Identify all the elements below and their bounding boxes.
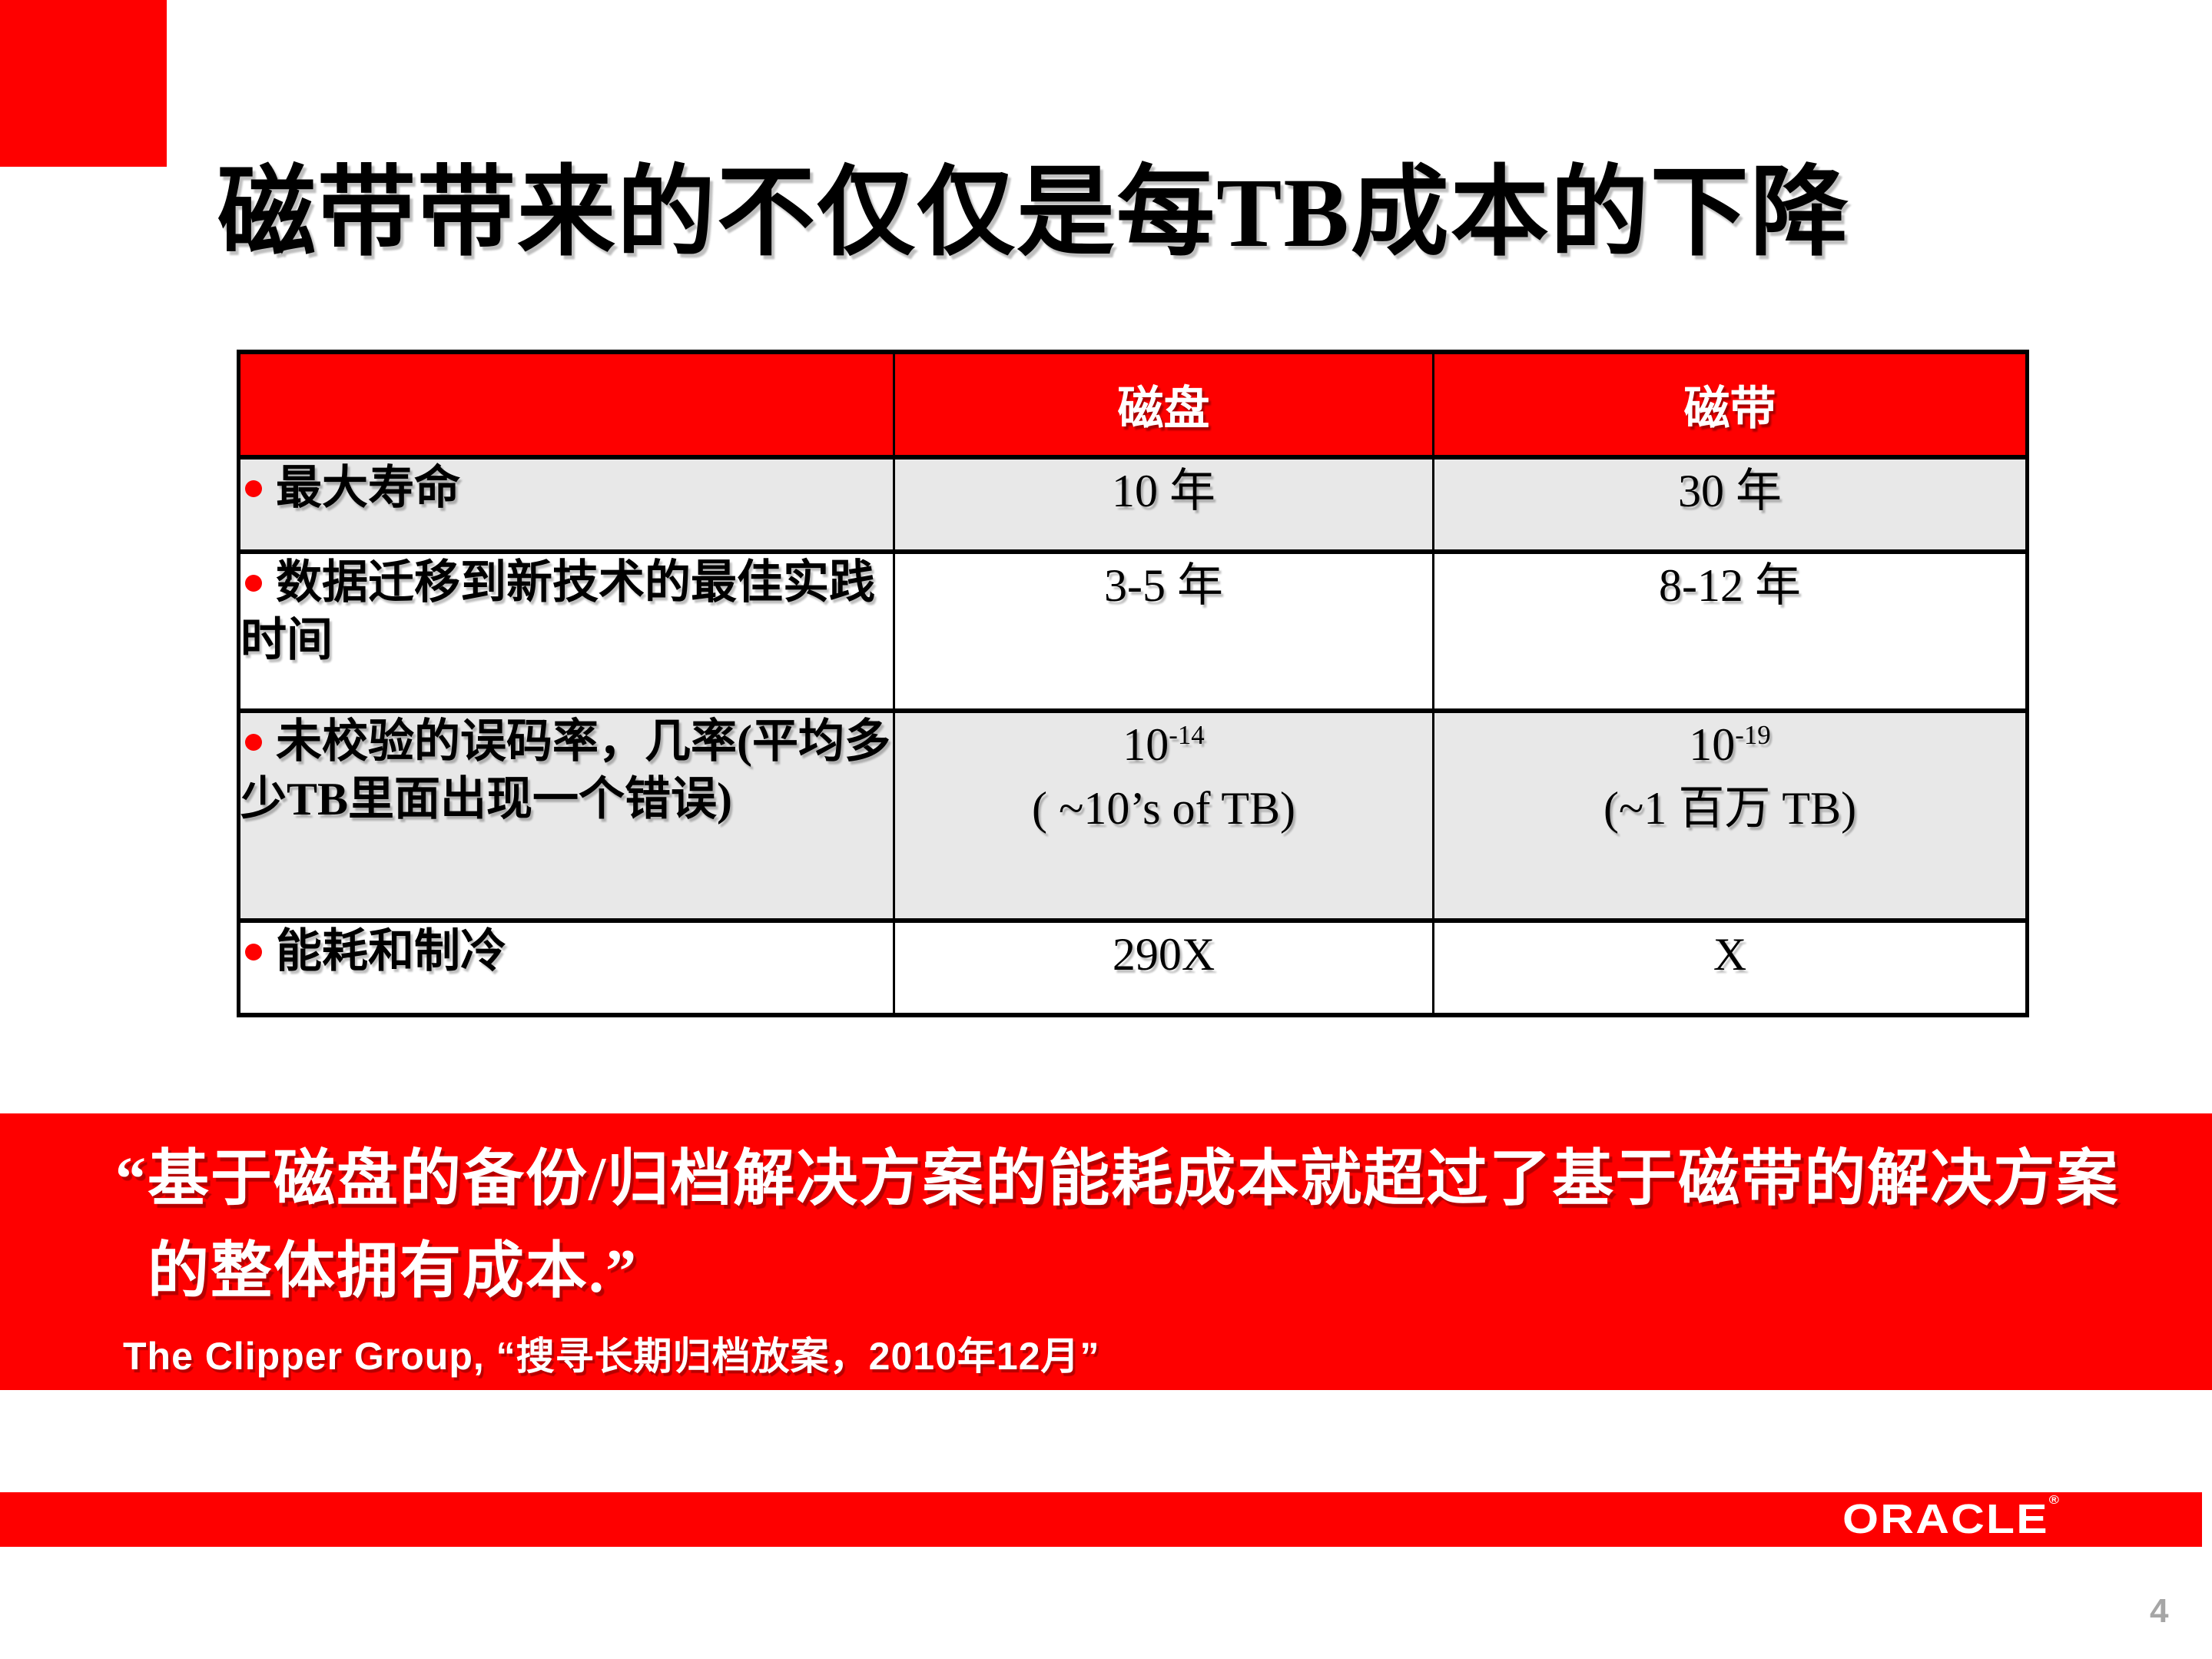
bullet-icon (245, 944, 262, 961)
table-row: 能耗和制冷 290X X (237, 918, 2028, 1017)
tape-ber-exponent: -19 (1735, 720, 1771, 750)
row-label-text: 最大寿命 (276, 463, 460, 513)
header-cell-tape: 磁带 (1432, 350, 2028, 460)
tape-value: X (1432, 918, 2028, 1017)
oracle-logo: ORACLE® (1842, 1493, 2061, 1542)
tape-value: 10-19 (~1 百万 TB) (1432, 708, 2028, 923)
header-cell-disk: 磁盘 (893, 350, 1434, 460)
tape-ber-note: (~1 百万 TB) (1603, 782, 1857, 834)
disk-ber-note: ( ~10’s of TB) (1031, 782, 1295, 834)
row-label-migration: 数据迁移到新技术的最佳实践时间 (237, 549, 895, 713)
page-number: 4 (2150, 1592, 2169, 1630)
corner-accent-square (0, 0, 167, 167)
table-row: 数据迁移到新技术的最佳实践时间 3-5 年 8-12 年 (237, 549, 2028, 713)
quote-text-line1: “基于磁盘的备份/归档解决方案的能耗成本就超过了基于磁带的解决方案 (115, 1146, 2120, 1213)
row-label-power-cooling: 能耗和制冷 (237, 918, 895, 1017)
disk-value: 3-5 年 (893, 549, 1434, 713)
disk-ber-exponent: -14 (1169, 720, 1205, 750)
tape-ber-base: 10 (1689, 719, 1736, 770)
table-header-row: 磁盘 磁带 (237, 350, 2028, 460)
table-row: 未校验的误码率，几率(平均多少TB里面出现一个错误) 10-14 ( ~10’s… (237, 708, 2028, 923)
row-label-text: 数据迁移到新技术的最佳实践时间 (240, 557, 875, 665)
bullet-icon (245, 480, 262, 498)
row-label-bit-error-rate: 未校验的误码率，几率(平均多少TB里面出现一个错误) (237, 708, 895, 923)
quote-attribution: The Clipper Group, “搜寻长期归档放案，2010年12月” (123, 1335, 1100, 1378)
header-cell-blank (237, 350, 895, 460)
row-label-text: 未校验的误码率，几率(平均多少TB里面出现一个错误) (240, 716, 890, 825)
table-row: 最大寿命 10 年 30 年 (237, 455, 2028, 554)
comparison-table-container: 磁盘 磁带 最大寿命 10 年 30 年 数据迁移到新技术的最佳实践时间 3-5… (237, 350, 2029, 1017)
bullet-icon (245, 734, 262, 752)
page-title: 磁带带来的不仅仅是每TB成本的下降 (217, 158, 1850, 267)
disk-ber-base: 10 (1123, 719, 1169, 770)
tape-value: 8-12 年 (1432, 549, 2028, 713)
disk-value: 10 年 (893, 455, 1434, 554)
disk-value: 290X (893, 918, 1434, 1017)
footer-bar: ORACLE® (0, 1492, 2202, 1547)
quote-banner: “基于磁盘的备份/归档解决方案的能耗成本就超过了基于磁带的解决方案 的整体拥有成… (0, 1113, 2212, 1390)
registered-trademark-icon: ® (2048, 1493, 2061, 1507)
row-label-max-life: 最大寿命 (237, 455, 895, 554)
oracle-logo-text: ORACLE (1842, 1495, 2049, 1542)
row-label-text: 能耗和制冷 (276, 926, 506, 977)
disk-vs-tape-table: 磁盘 磁带 最大寿命 10 年 30 年 数据迁移到新技术的最佳实践时间 3-5… (237, 350, 2029, 1017)
quote-text-line2: 的整体拥有成本.” (148, 1238, 638, 1306)
tape-value: 30 年 (1432, 455, 2028, 554)
bullet-icon (245, 575, 262, 592)
disk-value: 10-14 ( ~10’s of TB) (893, 708, 1434, 923)
